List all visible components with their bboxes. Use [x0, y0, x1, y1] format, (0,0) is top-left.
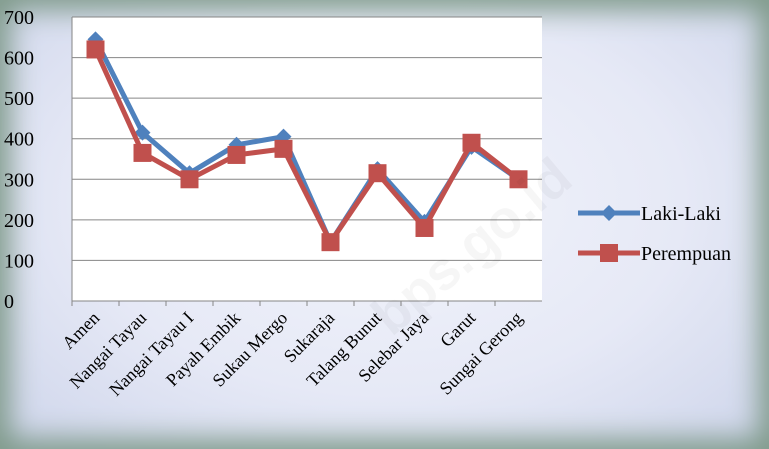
y-tick-label: 700: [4, 7, 34, 29]
data-point: [133, 143, 152, 162]
data-point: [462, 133, 481, 152]
data-point: [86, 40, 105, 59]
series-perempuan: [86, 40, 528, 252]
data-point: [415, 218, 434, 237]
y-tick-label: 0: [4, 291, 14, 313]
gridlines: [71, 16, 542, 306]
legend-label: Perempuan: [641, 243, 731, 265]
legend-item: Perempuan: [578, 243, 731, 265]
y-tick-label: 300: [4, 169, 34, 191]
data-point: [321, 233, 340, 252]
legend-label: Laki-Laki: [641, 203, 721, 225]
series-group: [86, 31, 528, 252]
legend-marker: [601, 205, 617, 221]
legend-marker: [600, 244, 618, 262]
series-line: [93, 48, 521, 245]
x-tick-label: Garut: [436, 308, 479, 351]
data-point: [368, 164, 387, 183]
data-point: [274, 139, 293, 158]
y-tick-label: 400: [4, 129, 34, 151]
legend-item: Laki-Laki: [578, 203, 721, 225]
y-axis-ticks: 0 100 200 300 400 500 600 700: [4, 7, 34, 313]
data-point: [134, 124, 151, 141]
data-point: [180, 170, 199, 189]
y-tick-label: 600: [4, 48, 34, 70]
x-tick-label: Sungai Gerong: [435, 308, 526, 399]
data-point: [509, 170, 528, 189]
y-tick-label: 200: [4, 210, 34, 232]
legend: Laki-Laki Perempuan: [578, 203, 731, 265]
y-tick-label: 500: [4, 88, 34, 110]
y-tick-label: 100: [4, 250, 34, 272]
data-point: [227, 145, 246, 164]
